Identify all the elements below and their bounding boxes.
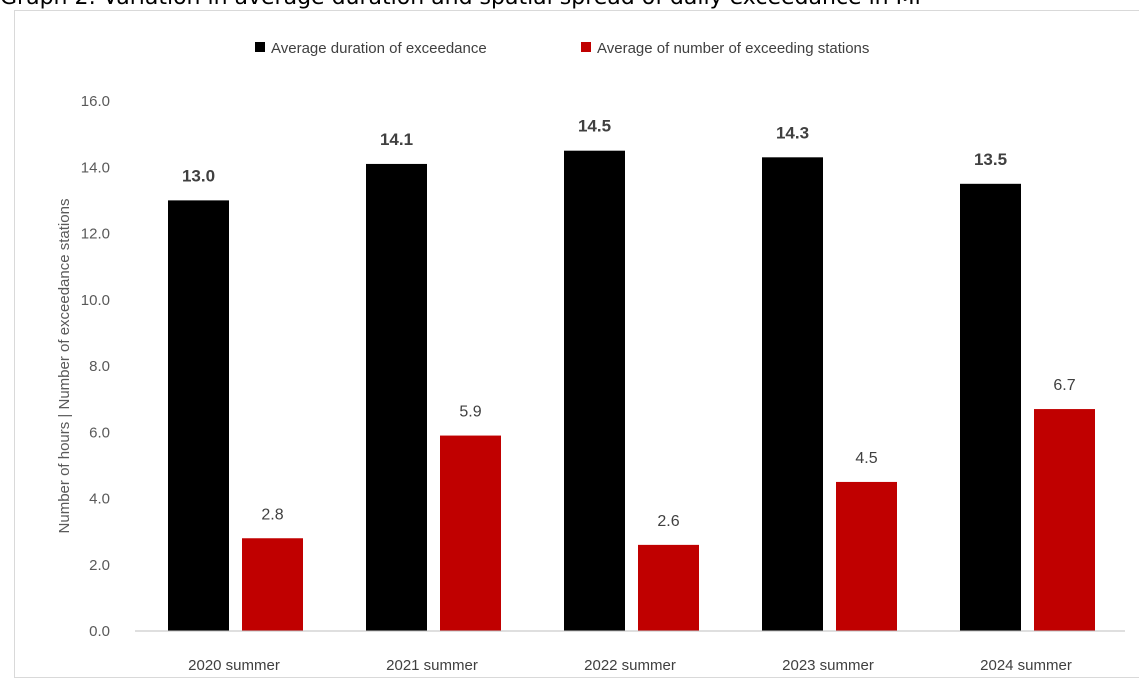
y-tick-label: 10.0	[81, 292, 110, 309]
data-label-stations: 2.8	[261, 506, 283, 523]
x-axis-ticks: 2020 summer 2021 summer 2022 summer 2023 su…	[188, 657, 1072, 674]
data-label-duration: 13.5	[974, 150, 1007, 169]
x-tick-label: 2021 summer	[386, 657, 478, 674]
data-label-stations: 4.5	[855, 450, 877, 467]
data-label-duration: 14.5	[578, 117, 611, 136]
legend-swatch-stations	[581, 42, 591, 52]
bar-duration	[960, 183, 1021, 631]
x-tick-label: 2023 summer	[782, 657, 874, 674]
x-tick-label: 2020 summer	[188, 657, 280, 674]
bar-stations	[440, 435, 501, 631]
bar-duration	[168, 200, 229, 631]
bars	[168, 150, 1095, 631]
x-tick-label: 2022 summer	[584, 657, 676, 674]
data-label-stations: 2.6	[657, 513, 679, 530]
bar-stations	[638, 544, 699, 631]
legend-swatch-duration	[255, 42, 265, 52]
y-tick-label: 0.0	[89, 623, 110, 640]
x-tick-label: 2024 summer	[980, 657, 1072, 674]
y-tick-label: 8.0	[89, 358, 110, 375]
y-tick-label: 4.0	[89, 491, 110, 508]
page-title: Graph 2: Variation in average duration a…	[0, 0, 1139, 10]
data-label-duration: 14.3	[776, 123, 809, 142]
data-label-stations: 6.7	[1053, 377, 1075, 394]
bar-stations	[836, 481, 897, 631]
legend: Average duration of exceedance Average o…	[255, 40, 869, 57]
data-label-stations: 5.9	[459, 404, 481, 421]
y-tick-label: 2.0	[89, 557, 110, 574]
bar-stations	[242, 538, 303, 631]
data-label-duration: 14.1	[380, 130, 413, 149]
data-labels: 13.0 2.8 14.1 5.9 14.5 2.6 14.3 4.5 13.5 6.7	[182, 117, 1076, 530]
data-label-duration: 13.0	[182, 166, 215, 185]
legend-label-duration: Average duration of exceedance	[271, 40, 487, 57]
y-tick-label: 14.0	[81, 159, 110, 176]
y-tick-label: 6.0	[89, 424, 110, 441]
y-axis-label: Number of hours | Number of exceedance s…	[56, 199, 73, 534]
y-tick-label: 16.0	[81, 93, 110, 110]
bar-duration	[564, 150, 625, 631]
legend-label-stations: Average of number of exceeding stations	[597, 40, 869, 57]
bar-duration	[366, 163, 427, 631]
chart-frame	[14, 10, 1139, 678]
y-axis-ticks: 0.0 2.0 4.0 6.0 8.0 10.0 12.0 14.0 16.0	[81, 93, 110, 640]
bar-stations	[1034, 409, 1095, 631]
bar-duration	[762, 157, 823, 631]
y-tick-label: 12.0	[81, 226, 110, 243]
